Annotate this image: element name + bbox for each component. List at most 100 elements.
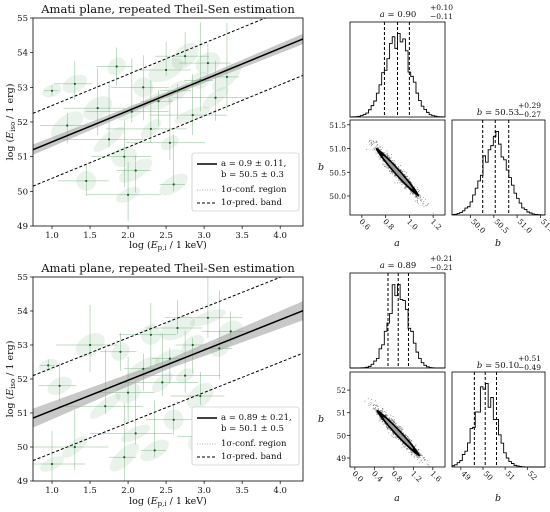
sample-point — [401, 171, 403, 173]
sample-point — [368, 403, 370, 405]
sample-point — [400, 164, 402, 167]
sample-point — [416, 199, 418, 201]
sample-point — [400, 426, 402, 428]
x-tick-label: 1.0 — [405, 217, 420, 232]
sample-point — [393, 174, 396, 176]
sample-point — [411, 439, 413, 441]
sample-point — [432, 212, 435, 214]
sample-point — [395, 425, 398, 427]
y-axis-label: log (Eiso / 1 erg) — [5, 84, 17, 161]
scatter-frame — [349, 371, 446, 468]
sample-point — [399, 182, 401, 184]
sample-point — [406, 172, 408, 174]
legend-bottom: a = 0.89 ± 0.21, b = 50.1 ± 0.5 1σ-conf.… — [191, 406, 300, 466]
density-contour-inner — [383, 417, 414, 449]
sample-point — [421, 455, 423, 457]
hist-title-sub: −0.21 — [430, 263, 453, 272]
corner-xlabel-b: b — [495, 493, 501, 504]
x-tick-label: 1.2 — [409, 469, 424, 484]
sample-point — [416, 186, 418, 188]
sample-point — [391, 435, 393, 437]
hist-a-title-bottom: a = 0.89 — [380, 261, 417, 271]
sample-point — [370, 142, 372, 144]
sample-point — [373, 404, 375, 406]
data-point — [85, 179, 88, 183]
sample-point — [409, 193, 411, 195]
sample-point — [374, 408, 376, 410]
sample-point — [385, 413, 387, 415]
corner-ylabel-b: b — [318, 414, 324, 425]
histogram-steps — [349, 283, 446, 369]
sample-point — [369, 402, 371, 404]
hist-title-sup: +0.51 — [518, 354, 541, 363]
sample-point — [385, 411, 387, 413]
sample-point — [397, 166, 399, 168]
x-tick-label: 0.8 — [389, 469, 404, 484]
sample-point — [416, 456, 418, 458]
legend-fit-a: a = 0.89 ± 0.21, — [221, 413, 292, 423]
sample-point — [410, 454, 413, 456]
sample-point — [406, 176, 408, 178]
sample-point — [401, 444, 403, 446]
data-point — [50, 89, 54, 92]
sample-point — [380, 149, 382, 151]
corner-xlabel-a: a — [394, 238, 400, 249]
sample-point — [414, 200, 416, 202]
y-tick-label: 55 — [17, 14, 28, 24]
x-tick-label: 4.0 — [273, 231, 287, 241]
y-tick-label: 51 — [17, 409, 28, 419]
histogram-steps — [451, 382, 545, 468]
sample-point — [386, 415, 388, 417]
sample-point — [400, 427, 402, 429]
sample-point — [398, 167, 400, 169]
y-tick-label: 50 — [336, 431, 346, 440]
hist-title-sup: +0.21 — [430, 254, 453, 263]
sample-point — [415, 188, 417, 190]
sample-point — [392, 173, 394, 175]
hist-title-value: = 0.89 — [385, 261, 416, 271]
data-point — [184, 374, 187, 377]
hist-title-sup: +0.10 — [430, 3, 453, 12]
sample-point — [388, 432, 390, 434]
sample-point — [422, 203, 424, 205]
sample-point — [404, 446, 406, 448]
corner-xlabel-b: b — [495, 238, 501, 249]
data-point — [191, 113, 194, 117]
data-point — [161, 381, 164, 384]
sample-point — [382, 408, 384, 410]
sample-point — [379, 158, 381, 160]
sample-point — [397, 438, 399, 440]
sample-point — [405, 434, 407, 436]
sample-point — [374, 142, 376, 144]
sample-point — [417, 202, 419, 204]
sample-point — [427, 203, 430, 205]
sample-point — [409, 178, 411, 180]
data-point — [168, 357, 172, 360]
sample-point — [386, 428, 388, 430]
y-tick-label: 49 — [17, 222, 28, 232]
sample-point — [419, 196, 421, 199]
x-tick-label: 0.6 — [357, 217, 372, 232]
sample-point — [382, 159, 384, 161]
sample-point — [410, 441, 412, 443]
data-point — [218, 347, 221, 350]
hist-a-title-top: a = 0.90 — [380, 10, 417, 20]
sample-point — [368, 405, 370, 407]
y-tick-label: 54 — [17, 307, 28, 317]
sample-point — [382, 163, 384, 165]
data-point — [126, 193, 130, 196]
sample-point — [375, 150, 377, 152]
sample-point — [409, 181, 412, 183]
sample-point — [384, 410, 386, 413]
legend-conf: 1σ-conf. region — [221, 185, 287, 195]
sample-point — [379, 410, 381, 412]
sample-point — [389, 169, 391, 171]
y-axis-label: log (Eiso / 1 erg) — [5, 341, 17, 418]
data-point — [153, 449, 156, 452]
sample-point — [386, 426, 388, 429]
sample-point — [397, 425, 399, 427]
sample-point — [390, 418, 393, 420]
data-point — [206, 61, 210, 65]
data-point — [130, 110, 133, 113]
